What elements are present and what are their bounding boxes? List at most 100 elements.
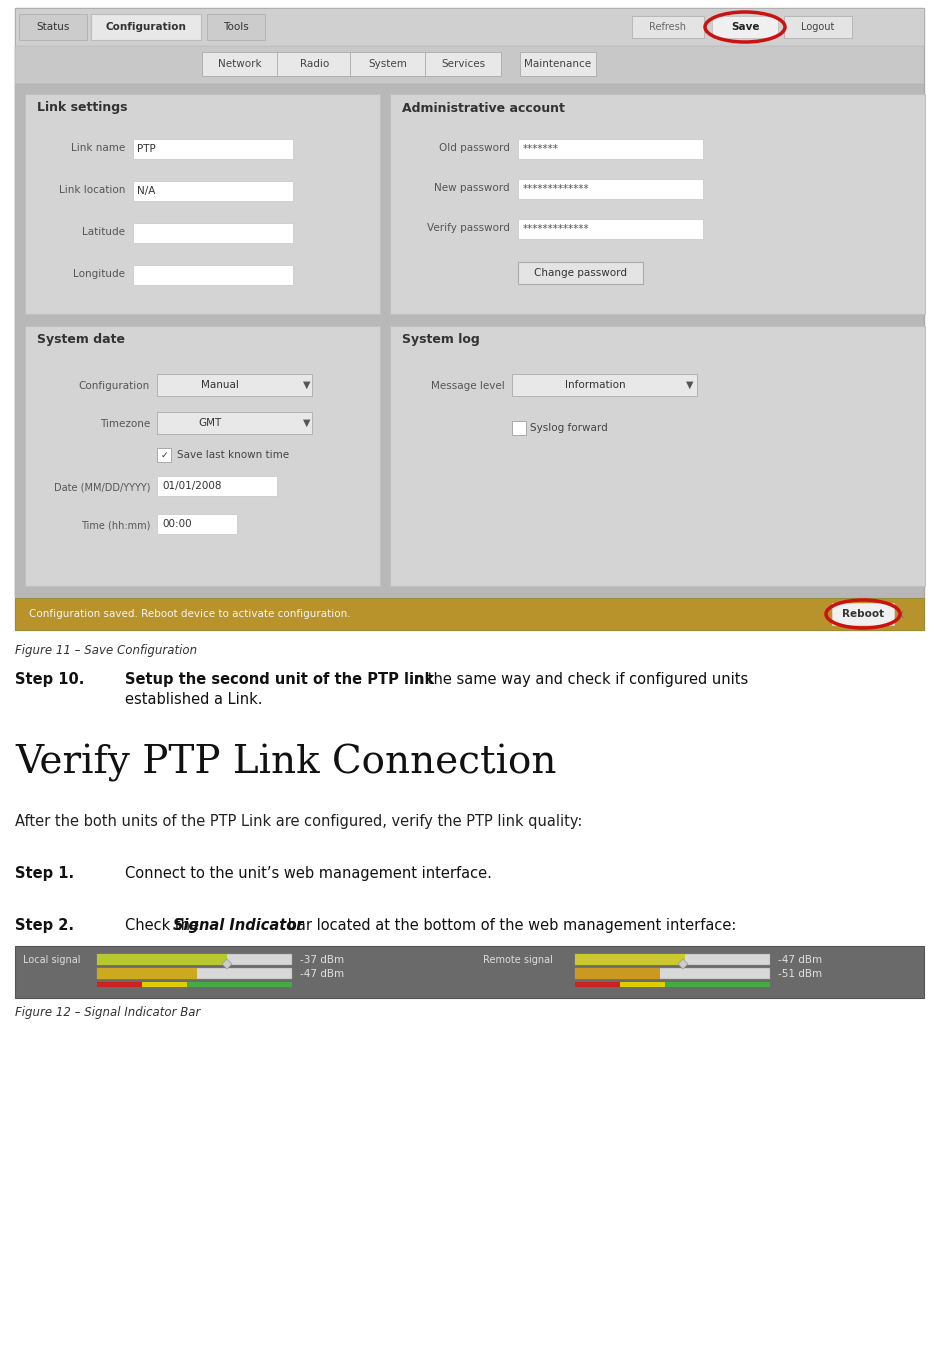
Polygon shape [678,959,688,969]
Text: PTP: PTP [137,143,156,154]
Bar [133,265,293,285]
Bar [620,982,665,986]
Text: Syslog forward: Syslog forward [530,423,608,433]
Bar [25,326,380,586]
Bar [520,51,596,76]
Text: -47 dBm: -47 dBm [778,955,823,965]
Text: established a Link.: established a Link. [125,691,263,708]
Text: ✓: ✓ [161,451,168,460]
Text: Remote signal: Remote signal [483,955,553,965]
Text: Save last known time: Save last known time [177,451,289,460]
Bar [512,421,526,436]
Bar [512,373,697,396]
Bar [157,514,237,534]
Text: Signal Indicator: Signal Indicator [173,917,303,934]
Bar [142,982,187,986]
Bar [518,219,703,239]
Text: in the same way and check if configured units: in the same way and check if configured … [405,672,748,687]
Bar [25,93,380,314]
Bar [202,51,278,76]
Text: System: System [369,60,408,69]
Text: Verify PTP Link Connection: Verify PTP Link Connection [15,744,557,782]
Text: Link name: Link name [70,143,125,153]
Bar [632,16,704,38]
Text: N/A: N/A [137,185,155,196]
Bar [518,139,703,160]
Bar [277,51,353,76]
Text: Tools: Tools [223,22,249,32]
Text: System date: System date [37,333,125,346]
Text: -51 dBm: -51 dBm [778,969,823,980]
Text: Save: Save [731,22,760,32]
Text: ▼: ▼ [303,380,311,390]
Text: Refresh: Refresh [650,22,686,32]
Text: 01/01/2008: 01/01/2008 [162,482,222,491]
Text: -47 dBm: -47 dBm [300,969,344,980]
Bar [832,603,894,625]
Text: Latitude: Latitude [82,227,125,237]
Text: Timezone: Timezone [100,419,150,429]
Text: After the both units of the PTP Link are configured, verify the PTP link quality: After the both units of the PTP Link are… [15,815,582,829]
Bar [518,262,643,284]
Text: Connect to the unit’s web management interface.: Connect to the unit’s web management int… [125,866,492,881]
Text: Figure 11 – Save Configuration: Figure 11 – Save Configuration [15,644,197,658]
Text: Step 2.: Step 2. [15,917,74,934]
Text: Configuration saved. Reboot device to activate configuration.: Configuration saved. Reboot device to ac… [29,609,350,620]
Text: Information: Information [564,380,625,390]
Bar [15,46,924,84]
Bar [575,954,685,965]
Bar [91,14,201,41]
Text: Step 10.: Step 10. [15,672,85,687]
Bar [575,982,620,986]
Bar [518,179,703,199]
Bar [157,476,277,497]
Text: System log: System log [402,333,480,346]
Text: *******: ******* [523,143,559,154]
Text: Step 1.: Step 1. [15,866,74,881]
Text: *************: ************* [523,225,590,234]
Bar [390,93,925,314]
Bar [133,139,293,160]
Bar [665,982,770,986]
Text: Date (MM/DD/YYYY): Date (MM/DD/YYYY) [54,483,150,492]
Text: -37 dBm: -37 dBm [300,955,344,965]
Bar [157,413,312,434]
Bar [575,954,770,965]
Bar [97,967,197,980]
Bar [15,598,924,630]
Bar [575,967,660,980]
Text: Figure 12 – Signal Indicator Bar: Figure 12 – Signal Indicator Bar [15,1007,200,1019]
Bar [97,982,142,986]
Bar [97,954,292,965]
Text: Administrative account: Administrative account [402,101,565,115]
Text: Configuration: Configuration [105,22,187,32]
Bar [207,14,265,41]
Bar [15,8,924,630]
Text: Check the: Check the [125,917,204,934]
Text: Link settings: Link settings [37,101,128,115]
Bar [575,967,770,980]
Text: ▼: ▼ [303,418,311,428]
Bar [425,51,501,76]
Bar [187,982,292,986]
Bar [133,223,293,244]
Text: 00:00: 00:00 [162,520,192,529]
Bar [350,51,426,76]
Text: Message level: Message level [431,382,505,391]
Text: bar located at the bottom of the web management interface:: bar located at the bottom of the web man… [283,917,736,934]
Text: Maintenance: Maintenance [525,60,592,69]
Text: Configuration: Configuration [79,382,150,391]
Text: Reboot: Reboot [842,609,884,620]
Text: Link location: Link location [58,185,125,195]
Text: Status: Status [37,22,69,32]
Text: Logout: Logout [801,22,835,32]
Text: GMT: GMT [198,418,222,428]
Bar [15,84,924,598]
Text: Setup the second unit of the PTP link: Setup the second unit of the PTP link [125,672,434,687]
Bar [784,16,852,38]
Text: Time (hh:mm): Time (hh:mm) [81,521,150,530]
Bar [157,448,171,461]
Bar [97,967,292,980]
Text: Radio: Radio [300,60,330,69]
Text: Longitude: Longitude [73,269,125,279]
